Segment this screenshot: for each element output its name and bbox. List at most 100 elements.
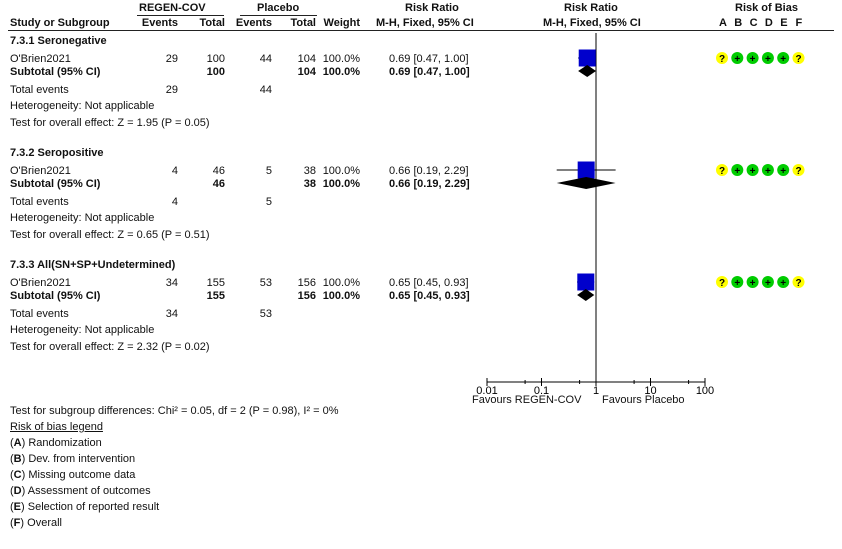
subtotal-total1: 155	[206, 290, 225, 302]
subtotal-ci: 0.69 [0.47, 1.00]	[389, 66, 470, 78]
overall-effect-text: Test for overall effect: Z = 1.95 (P = 0…	[10, 117, 210, 129]
study-name: O'Brien2021	[10, 277, 71, 289]
subtotal-total1: 100	[206, 66, 225, 78]
subgroup-differences-text: Test for subgroup differences: Chi² = 0.…	[10, 405, 339, 417]
bias-symbol: ?	[795, 278, 801, 289]
study-square	[577, 273, 595, 291]
overall-effect-text: Test for overall effect: Z = 2.32 (P = 0…	[10, 341, 210, 353]
bias-symbol: +	[734, 278, 740, 289]
study-name: O'Brien2021	[10, 165, 71, 177]
bias-letter-f: F	[795, 17, 803, 29]
subtotal-ci: 0.66 [0.19, 2.29]	[389, 178, 470, 190]
bias-symbol: +	[765, 278, 771, 289]
legend-item: (C) Missing outcome data	[10, 469, 136, 481]
bias-symbol: +	[750, 54, 756, 65]
study-weight: 100.0%	[322, 277, 360, 289]
bias-unclear-dot	[792, 164, 805, 176]
study-total2: 104	[297, 53, 316, 65]
x-tick-label: 100	[696, 385, 714, 397]
bias-symbol: ?	[795, 166, 801, 177]
legend-item: (E) Selection of reported result	[10, 501, 160, 513]
bias-low-dot	[731, 276, 744, 288]
bias-unclear-dot	[716, 276, 728, 288]
study-square	[577, 161, 595, 179]
subgroup-title: 7.3.1 Seronegative	[10, 35, 107, 47]
bias-low-dot	[746, 52, 759, 64]
bias-low-dot	[777, 276, 790, 288]
legend-text: Assessment of outcomes	[27, 485, 151, 497]
legend-item: (F) Overall	[10, 517, 62, 529]
bias-low-dot	[746, 164, 759, 176]
subtotal-diamond	[578, 65, 596, 77]
subtotal-weight: 100.0%	[322, 66, 360, 78]
x-tick-label: 0.01	[476, 385, 497, 397]
bias-letter-b: B	[734, 17, 743, 29]
legend-text: Selection of reported result	[27, 501, 160, 513]
bias-low-dot	[777, 164, 790, 176]
bias-unclear-dot	[792, 276, 805, 288]
events1-header: Events	[141, 17, 178, 29]
total-events-label: Total events	[10, 308, 69, 320]
subtotal-label: Subtotal (95% CI)	[10, 290, 101, 302]
study-events2: 53	[259, 277, 272, 289]
legend-letter: D	[13, 485, 22, 497]
bias-symbol: +	[780, 54, 786, 65]
study-total1: 46	[212, 165, 225, 177]
legend-item: (D) Assessment of outcomes	[10, 485, 151, 497]
study-ci: 0.69 [0.47, 1.00]	[389, 53, 469, 65]
legend-item: (B) Dev. from intervention	[10, 453, 136, 465]
group2-underline	[240, 15, 317, 16]
bias-symbol: ?	[795, 54, 801, 65]
legend-item: (A) Randomization	[10, 437, 102, 449]
study-total1: 155	[206, 277, 225, 289]
method-plot-header: M-H, Fixed, 95% CI	[543, 17, 641, 29]
study-events2: 44	[259, 53, 272, 65]
total-events2: 44	[259, 84, 272, 96]
x-tick-label: 10	[644, 385, 656, 397]
total2-header: Total	[290, 17, 316, 29]
subtotal-weight: 100.0%	[322, 178, 360, 190]
study-total2: 156	[297, 277, 316, 289]
bias-letter-c: C	[749, 17, 758, 29]
total1-header: Total	[199, 17, 225, 29]
x-tick-label: 1	[593, 385, 599, 397]
bias-low-dot	[761, 276, 774, 288]
bias-unclear-dot	[716, 164, 728, 176]
bias-legend-title: Risk of bias legend	[10, 421, 103, 433]
subtotal-total1: 46	[212, 178, 225, 190]
legend-letter: B	[13, 453, 22, 465]
bias-symbol: +	[734, 54, 740, 65]
rr-title: Risk Ratio	[405, 2, 459, 14]
legend-letter: A	[13, 437, 22, 449]
total-events1: 34	[165, 308, 178, 320]
bias-symbol: +	[734, 166, 740, 177]
study-name: O'Brien2021	[10, 53, 71, 65]
study-square	[578, 49, 596, 67]
bias-low-dot	[761, 52, 774, 64]
bias-low-dot	[761, 164, 774, 176]
bias-letter-a: A	[719, 17, 727, 29]
legend-text: Randomization	[28, 437, 102, 449]
legend-text: Missing outcome data	[28, 469, 136, 481]
bias-symbol: +	[765, 54, 771, 65]
legend-letter: E	[13, 501, 22, 513]
study-events2: 5	[265, 165, 272, 177]
subgroup-title: 7.3.2 Seropositive	[10, 147, 104, 159]
total-events1: 4	[171, 196, 178, 208]
study-events1: 34	[165, 277, 178, 289]
legend-text: Overall	[27, 517, 62, 529]
total-events2: 53	[259, 308, 272, 320]
bias-title: Risk of Bias	[735, 2, 798, 14]
bias-symbol: ?	[719, 278, 725, 289]
events2-header: Events	[235, 17, 272, 29]
group1-underline	[137, 15, 224, 16]
total-events-label: Total events	[10, 196, 69, 208]
subgroup-title: 7.3.3 All(SN+SP+Undetermined)	[10, 259, 176, 271]
bias-low-dot	[731, 164, 744, 176]
x-tick-label: 0.1	[534, 385, 549, 397]
total-events-label: Total events	[10, 84, 69, 96]
subtotal-label: Subtotal (95% CI)	[10, 66, 101, 78]
method-header: M-H, Fixed, 95% CI	[376, 17, 474, 29]
header-rule	[8, 30, 834, 31]
weight-header: Weight	[323, 17, 360, 29]
